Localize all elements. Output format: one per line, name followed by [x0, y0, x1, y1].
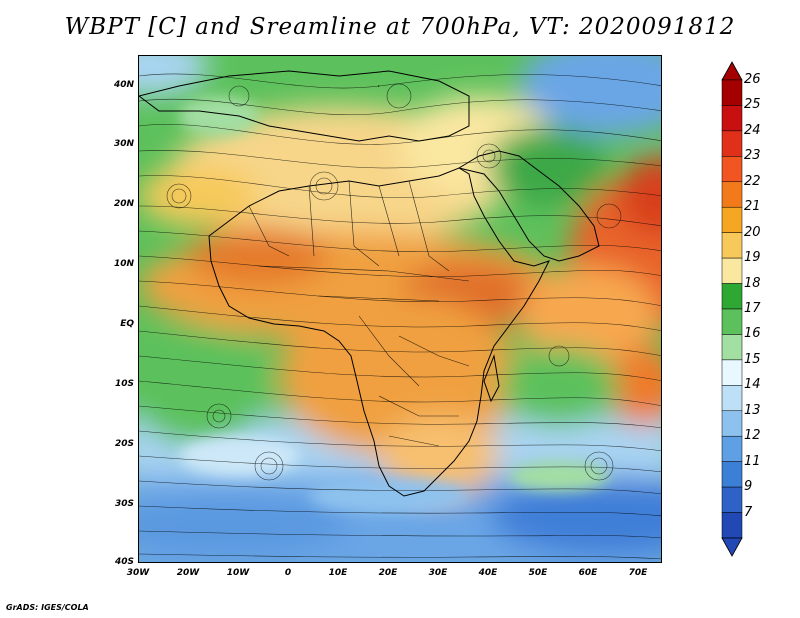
colorbar-segment	[721, 512, 743, 539]
coastlines	[139, 70, 600, 497]
colorbar-segment	[721, 461, 743, 488]
colorbar-top-arrow	[721, 61, 743, 81]
colorbar	[721, 61, 743, 557]
colorbar-segment	[721, 385, 743, 412]
lat-label-20s: 20S	[114, 439, 134, 449]
lon-label-60e: 60E	[578, 568, 598, 578]
colorbar-bottom-arrow	[721, 537, 743, 557]
colorbar-label: 12	[744, 428, 761, 444]
colorbar-label: 22	[744, 173, 761, 189]
lon-label-30e: 30E	[428, 568, 448, 578]
colorbar-segments	[721, 61, 743, 557]
colorbar-segment	[721, 257, 743, 284]
colorbar-segment	[721, 435, 743, 462]
colorbar-label: 24	[744, 122, 761, 138]
colorbar-label: 16	[744, 326, 761, 342]
colorbar-label: 19	[744, 250, 761, 266]
lat-label-10s: 10S	[114, 379, 134, 389]
lon-label-10e: 10E	[328, 568, 348, 578]
colorbar-segment	[721, 486, 743, 513]
colorbar-label: 14	[744, 377, 761, 393]
colorbar-segment	[721, 181, 743, 208]
colorbar-label: 23	[744, 148, 761, 164]
map-title: WBPT [C] and Sreamline at 700hPa, VT: 20…	[64, 14, 736, 40]
colorbar-label: 20	[744, 224, 761, 240]
lat-label-30n: 30N	[113, 139, 134, 149]
colorbar-label: 15	[744, 351, 761, 367]
lat-label-30s: 30S	[114, 499, 134, 509]
colorbar-label: 9	[744, 479, 753, 495]
colorbar-segment	[721, 359, 743, 386]
streamlines	[139, 73, 661, 560]
lat-label-eq: EQ	[120, 319, 134, 329]
colorbar-label: 13	[744, 402, 761, 418]
colorbar-segment	[721, 156, 743, 183]
colorbar-label: 21	[744, 199, 761, 215]
lat-label-20n: 20N	[113, 199, 134, 209]
lon-label-50e: 50E	[528, 568, 548, 578]
lon-label-30w: 30W	[126, 568, 150, 578]
lon-label-70e: 70E	[628, 568, 648, 578]
colorbar-label: 7	[744, 504, 753, 520]
colorbar-segment	[721, 410, 743, 437]
colorbar-label: 11	[744, 453, 761, 469]
colorbar-label: 25	[744, 97, 761, 113]
colorbar-segment	[721, 308, 743, 335]
lon-label-40e: 40E	[478, 568, 498, 578]
lon-label-10w: 10W	[226, 568, 250, 578]
wbpt-shading	[139, 56, 661, 562]
lat-label-40s: 40S	[114, 557, 134, 567]
lon-label-0: 0	[284, 568, 292, 578]
lon-label-20w: 20W	[176, 568, 200, 578]
credit-text: GrADS: IGES/COLA	[6, 603, 89, 612]
colorbar-segment	[721, 334, 743, 361]
colorbar-segment	[721, 206, 743, 233]
colorbar-segment	[721, 283, 743, 310]
colorbar-segment	[721, 105, 743, 132]
colorbar-label: 26	[744, 72, 761, 87]
colorbar-label: 18	[744, 275, 761, 291]
borders	[248, 180, 470, 447]
colorbar-segment	[721, 232, 743, 259]
map-panel	[138, 55, 662, 563]
lat-label-40n: 40N	[113, 80, 134, 90]
wbpt-field-map	[139, 56, 661, 562]
colorbar-segment	[721, 130, 743, 157]
colorbar-label: 17	[744, 301, 761, 316]
colorbar-segment	[721, 79, 743, 106]
lat-label-10n: 10N	[113, 259, 134, 269]
lon-label-20e: 20E	[378, 568, 398, 578]
